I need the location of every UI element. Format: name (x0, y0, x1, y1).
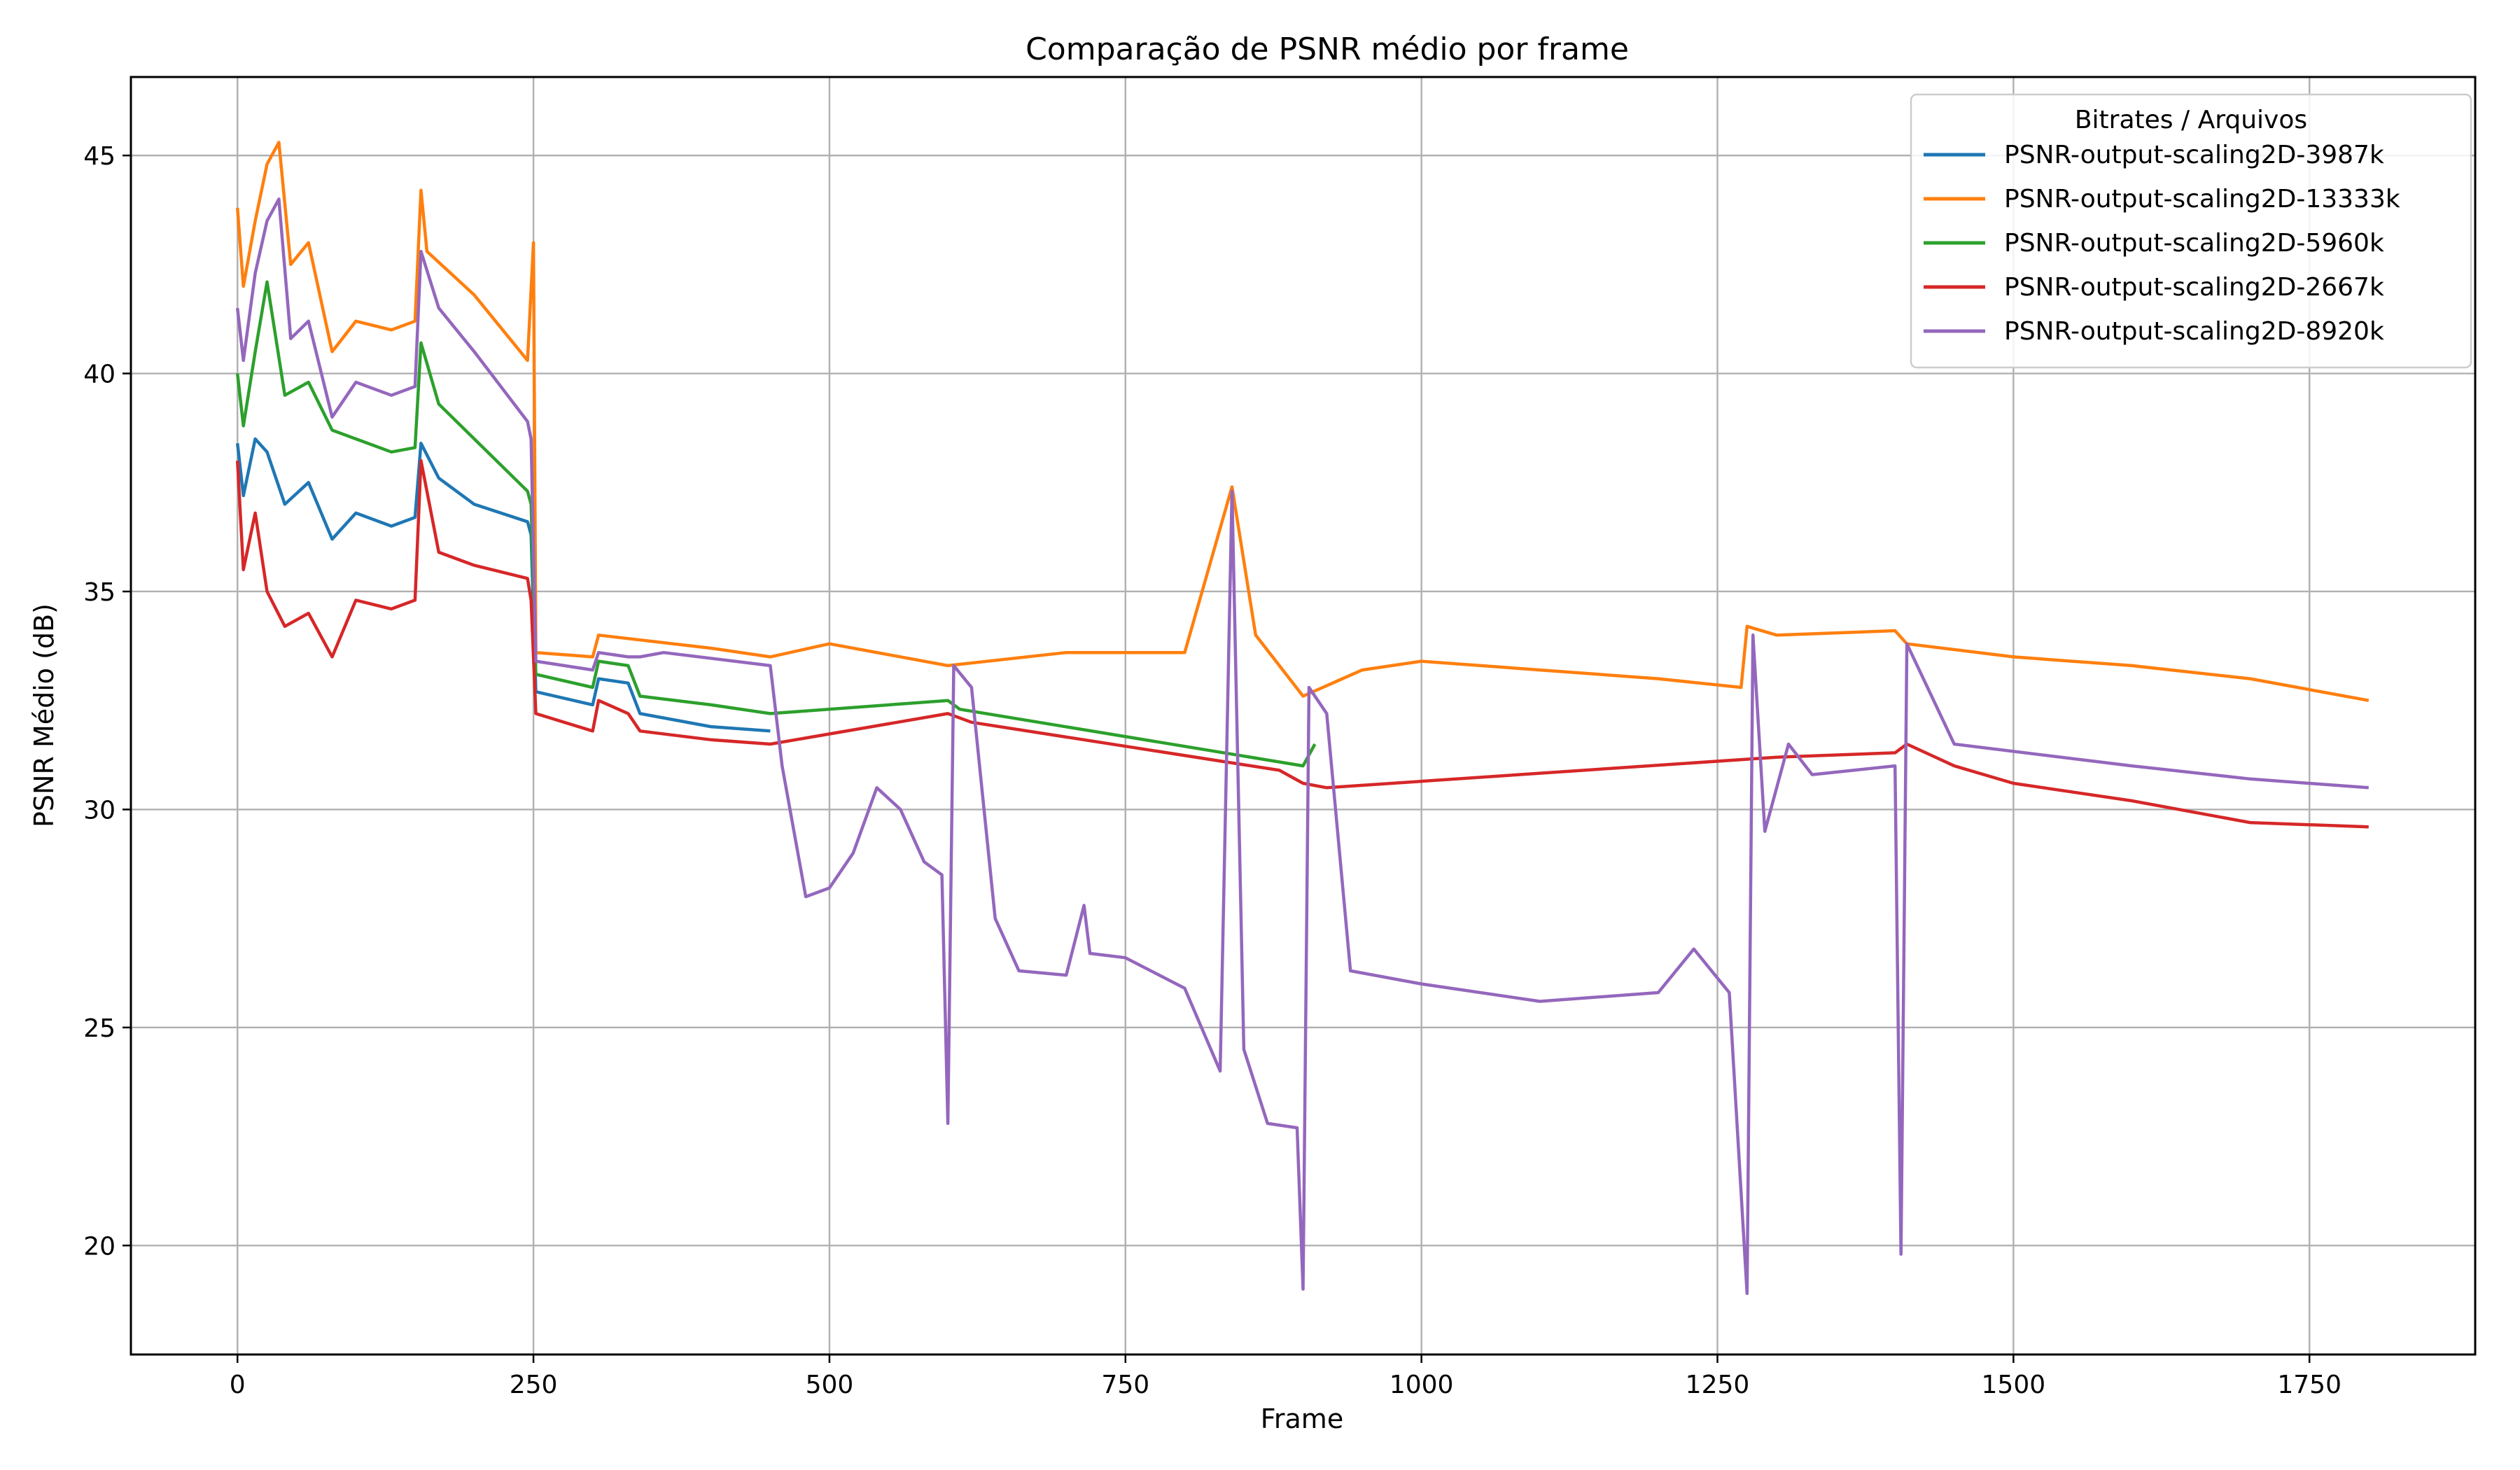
x-axis-label: Frame (1261, 1404, 1343, 1434)
y-tick-label: 25 (83, 1014, 115, 1043)
x-tick-label: 0 (230, 1371, 246, 1399)
series-line (235, 437, 771, 733)
legend-item-label: PSNR-output-scaling2D-8920k (2004, 317, 2384, 346)
legend-title: Bitrates / Arquivos (2075, 106, 2307, 134)
y-tick-label: 35 (83, 578, 115, 607)
chart-title: Comparação de PSNR médio por frame (1026, 31, 1629, 67)
y-tick-label: 45 (83, 142, 115, 171)
legend-item-label: PSNR-output-scaling2D-2667k (2004, 273, 2384, 302)
x-tick-label: 750 (1101, 1371, 1149, 1399)
y-tick-label: 30 (83, 796, 115, 825)
legend-item-label: PSNR-output-scaling2D-3987k (2004, 141, 2384, 169)
plot-area-frame (130, 76, 2477, 1356)
x-tick-label: 1500 (1982, 1371, 2046, 1399)
x-tick-label: 1000 (1390, 1371, 1454, 1399)
x-tick-label: 250 (510, 1371, 558, 1399)
legend-item-label: PSNR-output-scaling2D-13333k (2004, 185, 2400, 214)
x-axis-ticks: 0 250 500 750 1000 1250 1500 1750 (230, 1354, 2342, 1399)
series-line (235, 280, 1317, 768)
y-tick-label: 40 (83, 360, 115, 389)
y-axis-ticks: 20 25 30 35 40 45 (83, 142, 131, 1261)
legend-box (1910, 93, 2472, 369)
x-tick-label: 500 (806, 1371, 854, 1399)
series-line (235, 197, 2369, 1296)
legend: Bitrates / Arquivos PSNR-output-scaling2… (1910, 93, 2472, 369)
series-layer (235, 141, 2370, 1296)
legend-item-label: PSNR-output-scaling2D-5960k (2004, 229, 2384, 258)
series-line (235, 458, 2369, 829)
y-tick-label: 20 (83, 1232, 115, 1261)
x-tick-label: 1250 (1686, 1371, 1750, 1399)
x-tick-label: 1750 (2277, 1371, 2342, 1399)
y-axis-label: PSNR Médio (dB) (29, 603, 59, 827)
legend-items: PSNR-output-scaling2D-3987k PSNR-output-s… (1924, 141, 2400, 346)
series-line (235, 141, 2370, 702)
